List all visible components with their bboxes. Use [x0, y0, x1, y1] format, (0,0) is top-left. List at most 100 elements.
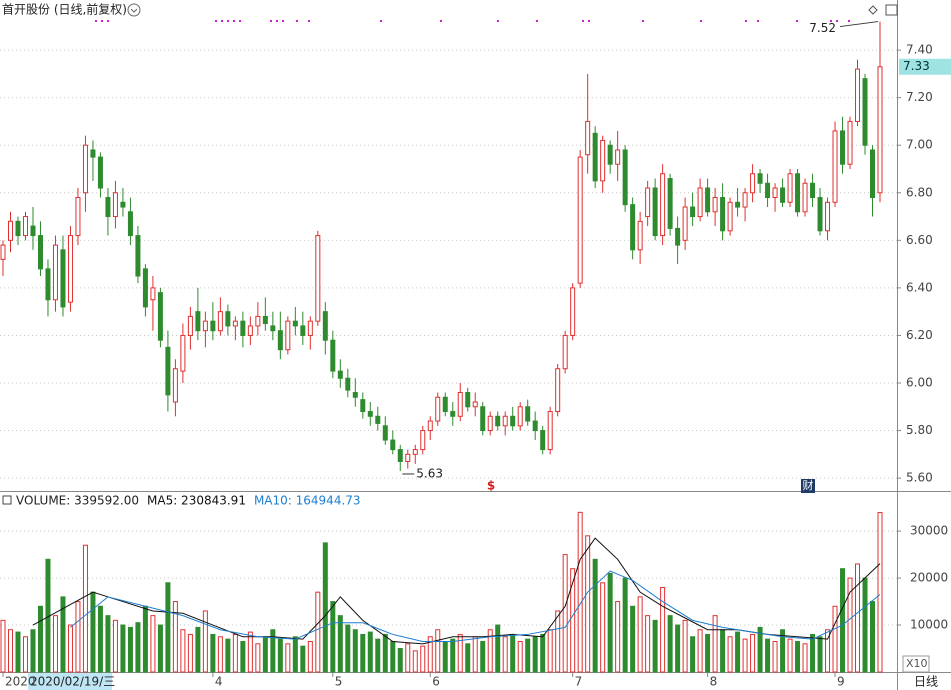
volume-bar [547, 629, 553, 673]
volume-bar [15, 631, 21, 673]
volume-bar [210, 633, 216, 673]
volume-bar [667, 615, 673, 673]
candle-body [15, 220, 21, 237]
volume-bar [157, 624, 163, 673]
volume-bar [352, 629, 358, 673]
volume-bar [52, 615, 58, 673]
candle-body [97, 156, 103, 189]
volume-bar [90, 591, 96, 673]
candle-body [397, 449, 403, 462]
y-tick-label: 6.00 [906, 375, 933, 389]
candle-body [22, 216, 28, 237]
x-tick-label: 8 [710, 675, 718, 689]
volume-bar [502, 636, 508, 673]
candle-body [675, 227, 681, 246]
volume-bar [652, 619, 658, 673]
candle-body [202, 320, 208, 332]
volume-bar [75, 601, 81, 673]
volume-bar [690, 636, 696, 673]
x-tick-label: 7 [575, 675, 583, 689]
candle-body [825, 201, 831, 232]
diamond-icon[interactable] [868, 5, 878, 15]
volume-bar [105, 615, 111, 673]
volume-bar [82, 544, 88, 673]
volume-header: VOLUME: 339592.00 [16, 494, 139, 508]
candle-body [240, 320, 246, 336]
candle-body [165, 346, 171, 396]
candle-body [540, 430, 546, 451]
candle-body [382, 425, 388, 441]
candle-body [727, 201, 733, 232]
candle-body [315, 235, 321, 322]
ma-line [32, 537, 881, 645]
chart-title: 首开股份 (日线,前复权) [2, 2, 127, 17]
volume-bar [645, 615, 651, 673]
volume-bar [742, 638, 748, 673]
candle-body [495, 415, 501, 427]
candle-body [360, 399, 366, 413]
candle-body [195, 311, 201, 332]
volume-bar [592, 558, 598, 673]
volume-bar [480, 640, 486, 673]
candle-body [525, 406, 531, 422]
volume-bar [285, 643, 291, 673]
volume-bar [840, 568, 846, 673]
y-tick-label: 7.00 [906, 138, 933, 152]
y-tick-label: 6.40 [906, 280, 933, 294]
volume-bar [37, 605, 43, 673]
volume-bar [532, 636, 538, 673]
candle-body [0, 244, 6, 260]
volume-bar [127, 626, 133, 673]
period-tab[interactable]: 日线 [914, 675, 938, 689]
volume-bar [30, 629, 36, 673]
volume-bar [832, 605, 838, 673]
x-tick-label: 2020 [5, 675, 36, 689]
min-annotation: 5.63 [416, 466, 443, 480]
candle-body [877, 66, 883, 194]
dropdown-button[interactable] [127, 3, 141, 17]
volume-bar [337, 615, 343, 673]
volume-bar [450, 638, 456, 673]
legend-swatch [2, 495, 12, 505]
candle-body [765, 182, 771, 199]
volume-bar [442, 640, 448, 673]
event-marker[interactable]: $ [487, 479, 495, 493]
candle-body [135, 235, 141, 277]
y-tick-label: 30000 [910, 524, 948, 538]
volume-bar [660, 586, 666, 673]
candle-body [555, 368, 561, 413]
volume-bar [705, 633, 711, 673]
y-tick-label: 5.60 [906, 471, 933, 485]
candle-body [435, 396, 441, 422]
candle-body [847, 120, 853, 165]
event-marker-box [801, 479, 815, 493]
x-tick-label: 9 [837, 675, 845, 689]
candle-body [352, 392, 358, 398]
candle-body [247, 325, 253, 336]
volume-bar [577, 511, 583, 673]
max-annotation: 7.52 [809, 21, 836, 35]
volume-bar [630, 605, 636, 673]
volume-bar [570, 568, 576, 673]
event-marker[interactable]: 财 [803, 478, 814, 492]
volume-bar [465, 643, 471, 673]
volume-bar [202, 610, 208, 673]
volume-bar [870, 601, 876, 673]
volume-bar [412, 650, 418, 673]
candle-body [682, 206, 688, 241]
panel-icon[interactable] [885, 4, 898, 16]
volume-bar [7, 629, 13, 673]
candle-body [367, 411, 373, 417]
volume-bar [67, 624, 73, 673]
candle-body [60, 249, 66, 308]
volume-bar [802, 643, 808, 673]
volume-bar [217, 636, 223, 673]
candle-body [562, 334, 568, 370]
candle-body [720, 197, 726, 232]
candle-body [502, 415, 508, 427]
candle-body [75, 197, 81, 237]
candle-body [817, 197, 823, 232]
candle-body [150, 287, 156, 301]
volume-bar [195, 626, 201, 673]
candle-body [187, 315, 193, 336]
